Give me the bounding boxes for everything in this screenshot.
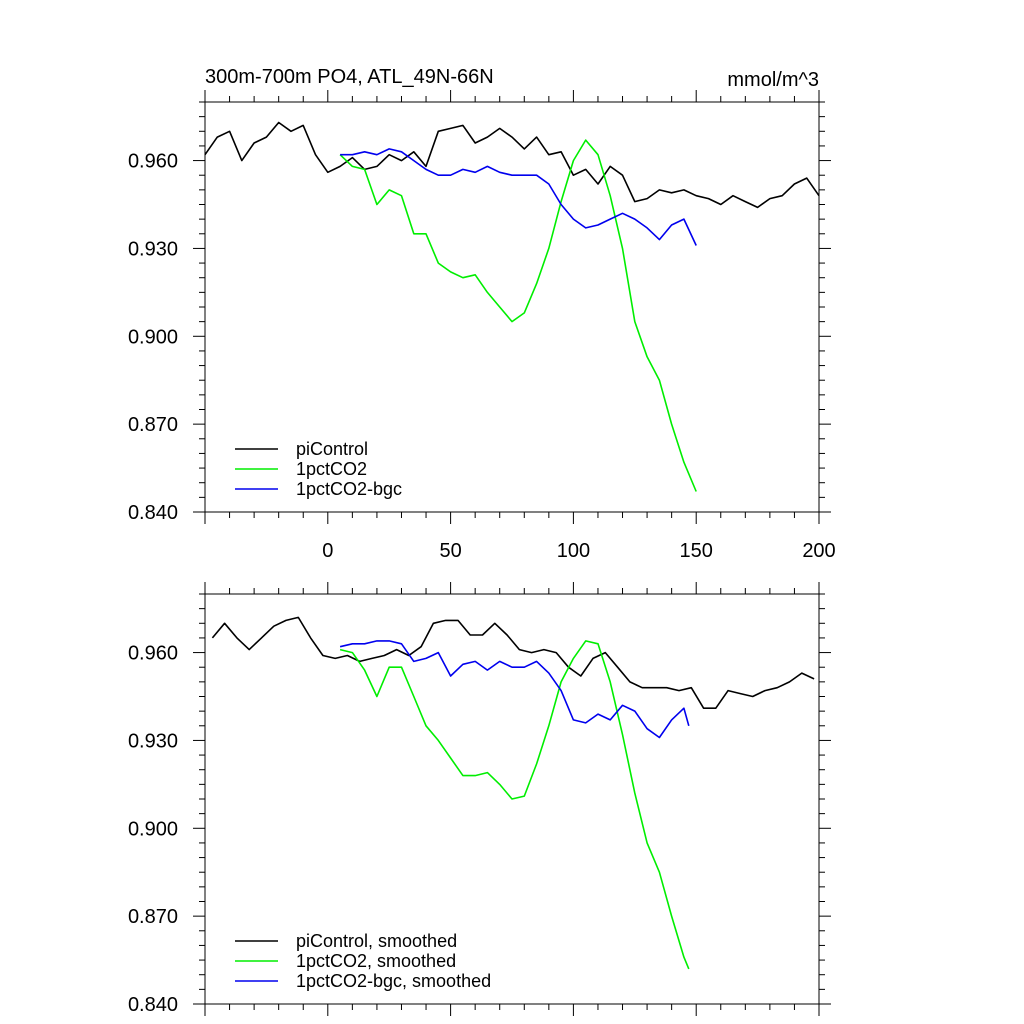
series-line-2 bbox=[339, 640, 690, 970]
series-line-1 bbox=[211, 616, 815, 710]
y-tick-label: 0.900 bbox=[128, 818, 178, 840]
legend-label: 1pctCO2-bgc, smoothed bbox=[296, 971, 491, 991]
y-tick-label: 0.960 bbox=[128, 151, 178, 173]
series-line-3 bbox=[340, 148, 697, 246]
legend-label: 1pctCO2, smoothed bbox=[296, 951, 456, 971]
series-line-3 bbox=[339, 640, 690, 739]
top-panel: 0 50 100 150 200 0.840 0.870 0.900 0.930 0.960 piC… bbox=[128, 66, 836, 562]
legend-label: 1pctCO2-bgc bbox=[296, 479, 402, 499]
series-line-2 bbox=[339, 139, 697, 492]
y-tick-label: 0.960 bbox=[128, 643, 178, 665]
y-tick-label: 0.840 bbox=[128, 502, 178, 524]
y-tick-label: 0.930 bbox=[128, 238, 178, 260]
x-tick-label: 200 bbox=[802, 540, 835, 562]
legend-label: piControl bbox=[296, 439, 368, 459]
series-line-1 bbox=[204, 121, 820, 209]
x-tick-label: 50 bbox=[439, 540, 461, 562]
y-tick-label: 0.870 bbox=[128, 414, 178, 436]
legend-label: piControl, smoothed bbox=[296, 931, 457, 951]
y-tick-label: 0.870 bbox=[128, 906, 178, 928]
legend-label: 1pctCO2 bbox=[296, 459, 367, 479]
units-label: mmol/m^3 bbox=[727, 69, 819, 91]
bottom-panel: 0.840 0.870 0.900 0.930 0.960 piControl, smoo… bbox=[128, 582, 831, 1016]
x-tick-label: 150 bbox=[680, 540, 713, 562]
chart-title: 300m-700m PO4, ATL_49N-66N bbox=[205, 66, 494, 88]
y-tick-label: 0.900 bbox=[128, 326, 178, 348]
x-tick-label: 0 bbox=[322, 540, 333, 562]
y-tick-label: 0.930 bbox=[128, 730, 178, 752]
y-tick-label: 0.840 bbox=[128, 994, 178, 1016]
x-tick-label: 100 bbox=[557, 540, 590, 562]
